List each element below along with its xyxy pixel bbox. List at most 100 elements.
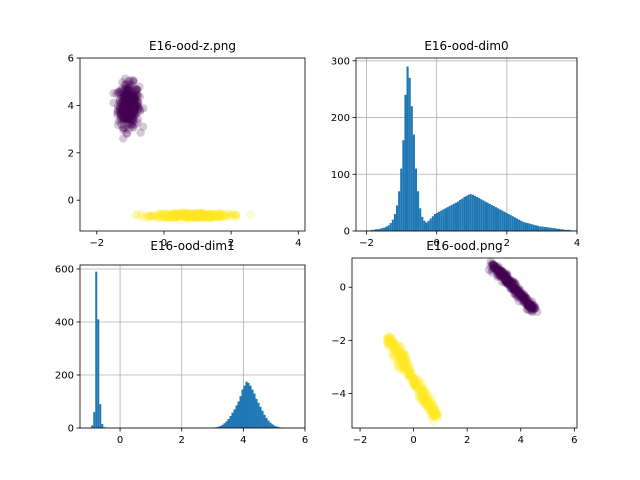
histogram-bar (217, 426, 220, 428)
scatter-point (168, 211, 178, 221)
scatter-point (512, 286, 522, 295)
scatter-point (387, 349, 397, 359)
scatter-point (132, 85, 141, 94)
scatter-point (196, 212, 206, 221)
scatter-point (398, 359, 408, 368)
y-tick-label: 6 (68, 54, 74, 65)
scatter-point (130, 104, 139, 114)
scatter-point (501, 273, 511, 283)
scatter-point (147, 211, 156, 221)
scatter-point (126, 110, 136, 120)
scatter-point (194, 211, 204, 221)
scatter-point (132, 91, 141, 100)
scatter-point (184, 210, 193, 220)
scatter-point (427, 400, 436, 410)
scatter-point (489, 260, 499, 270)
scatter-point (116, 89, 125, 99)
scatter-point (113, 108, 123, 118)
scatter-point (208, 210, 217, 219)
scatter-point (210, 211, 219, 220)
scatter-point (174, 209, 184, 218)
scatter-point (150, 212, 160, 221)
scatter-point (125, 105, 135, 115)
histogram-bar (255, 398, 258, 428)
scatter-point (172, 213, 181, 222)
scatter-point (391, 346, 400, 356)
histogram-bar (271, 424, 274, 428)
scatter-point (214, 210, 223, 219)
scatter-point (200, 213, 209, 222)
scatter-point (171, 209, 180, 218)
scatter-point (156, 210, 166, 219)
scatter-point (114, 117, 123, 126)
x-tick-label: 6 (571, 435, 577, 446)
scatter-point (129, 76, 138, 85)
scatter-point (523, 302, 533, 311)
scatter-point (121, 106, 131, 115)
scatter-point (119, 105, 128, 115)
scatter-point (132, 92, 141, 101)
scatter-point (396, 356, 405, 366)
scatter-point (391, 347, 400, 357)
scatter-point (408, 380, 417, 389)
scatter-point (163, 213, 172, 222)
scatter-point (385, 336, 394, 345)
scatter-point (406, 370, 415, 379)
scatter-point (132, 101, 142, 110)
scatter-point (214, 212, 223, 221)
histogram-bar (482, 200, 485, 231)
scatter-point (427, 412, 436, 422)
scatter-point (113, 102, 123, 111)
scatter-point (404, 359, 414, 369)
scatter-point (177, 210, 187, 219)
scatter-point (398, 358, 407, 367)
scatter-point (192, 209, 202, 219)
scatter-point (189, 211, 199, 220)
scatter-point (206, 210, 216, 220)
scatter-point (129, 101, 138, 110)
scatter-point (519, 290, 528, 300)
scatter-point (207, 211, 216, 221)
scatter-point (401, 358, 411, 367)
scatter-point (179, 209, 188, 219)
x-tick-label: 0 (161, 238, 167, 249)
scatter-point (116, 116, 125, 125)
scatter-point (187, 212, 197, 222)
scatter-point (120, 95, 129, 105)
scatter-point (216, 209, 226, 218)
scatter-point (198, 214, 207, 223)
scatter-point (151, 211, 160, 220)
scatter-point (113, 105, 123, 114)
scatter-point (514, 285, 524, 295)
scatter-point (175, 216, 185, 225)
scatter-point (396, 342, 405, 352)
scatter-point (168, 212, 178, 222)
x-tick-label: 2 (179, 435, 185, 446)
histogram-bar (249, 385, 252, 428)
scatter-point (231, 211, 241, 220)
scatter-point (520, 295, 529, 304)
scatter-point (404, 365, 413, 374)
scatter-point (422, 396, 431, 405)
scatter-point (124, 101, 133, 110)
scatter-point (418, 385, 427, 394)
scatter-point (181, 212, 191, 222)
scatter-point (385, 338, 394, 347)
scatter-point (125, 93, 135, 103)
scatter-point (493, 264, 503, 273)
scatter-point (123, 99, 133, 108)
scatter-point (219, 211, 228, 221)
scatter-point (200, 212, 209, 221)
scatter-point (500, 272, 509, 282)
scatter-point (190, 211, 200, 220)
scatter-point (203, 213, 213, 222)
scatter-point (127, 98, 137, 107)
scatter-point (207, 212, 217, 221)
scatter-point (393, 350, 402, 359)
scatter-point (121, 94, 130, 103)
scatter-point (119, 114, 128, 123)
scatter-point (115, 98, 124, 107)
scatter-point (205, 210, 214, 219)
y-tick-label: 200 (331, 113, 350, 124)
